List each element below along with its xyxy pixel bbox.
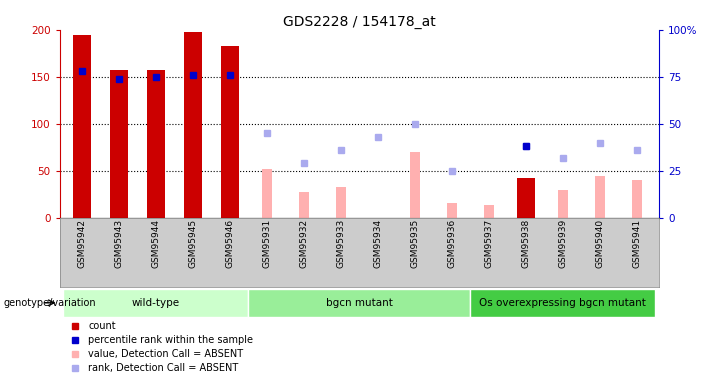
- Bar: [517, 178, 535, 218]
- Bar: [299, 192, 309, 217]
- Text: value, Detection Call = ABSENT: value, Detection Call = ABSENT: [88, 349, 243, 359]
- Bar: [147, 70, 165, 217]
- Text: genotype/variation: genotype/variation: [4, 298, 96, 307]
- Text: Os overexpressing bgcn mutant: Os overexpressing bgcn mutant: [479, 298, 646, 308]
- Text: GSM95931: GSM95931: [262, 219, 271, 268]
- Text: rank, Detection Call = ABSENT: rank, Detection Call = ABSENT: [88, 363, 238, 373]
- Text: GSM95943: GSM95943: [114, 219, 123, 268]
- Text: GSM95934: GSM95934: [373, 219, 382, 268]
- Text: GSM95944: GSM95944: [151, 219, 161, 268]
- Text: GSM95937: GSM95937: [484, 219, 494, 268]
- Bar: [221, 46, 239, 217]
- Bar: [558, 190, 568, 217]
- Text: GSM95940: GSM95940: [595, 219, 604, 268]
- Bar: [470, 289, 655, 317]
- Bar: [109, 70, 128, 217]
- Text: GSM95935: GSM95935: [410, 219, 419, 268]
- Bar: [63, 289, 248, 317]
- Text: GSM95946: GSM95946: [225, 219, 234, 268]
- Text: GSM95942: GSM95942: [77, 219, 86, 268]
- Bar: [248, 289, 470, 317]
- Bar: [409, 152, 420, 217]
- Text: bgcn mutant: bgcn mutant: [326, 298, 393, 308]
- Bar: [484, 206, 494, 218]
- Bar: [594, 176, 605, 218]
- Bar: [336, 187, 346, 218]
- Text: GSM95941: GSM95941: [632, 219, 641, 268]
- Text: wild-type: wild-type: [132, 298, 180, 308]
- Bar: [184, 32, 202, 217]
- Text: GSM95939: GSM95939: [558, 219, 567, 268]
- Title: GDS2228 / 154178_at: GDS2228 / 154178_at: [283, 15, 435, 29]
- Text: GSM95938: GSM95938: [522, 219, 530, 268]
- Text: count: count: [88, 321, 116, 331]
- Text: GSM95932: GSM95932: [299, 219, 308, 268]
- Bar: [447, 203, 457, 217]
- Text: GSM95945: GSM95945: [189, 219, 197, 268]
- Bar: [632, 180, 642, 218]
- Text: GSM95936: GSM95936: [447, 219, 456, 268]
- Bar: [72, 35, 91, 218]
- Text: GSM95933: GSM95933: [336, 219, 346, 268]
- Text: percentile rank within the sample: percentile rank within the sample: [88, 335, 253, 345]
- Bar: [261, 169, 272, 217]
